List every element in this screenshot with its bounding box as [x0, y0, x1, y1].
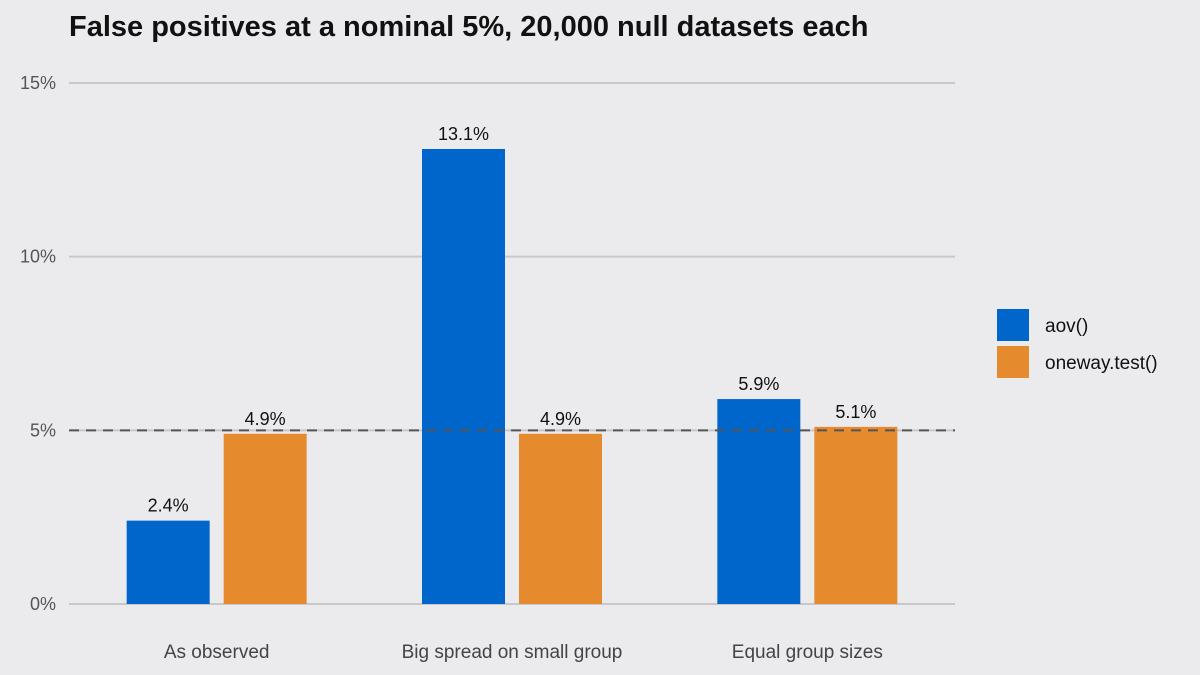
bar: [126, 520, 210, 604]
x-tick-label: Equal group sizes: [732, 642, 883, 663]
data-label: 13.1%: [438, 124, 489, 144]
bar: [814, 426, 898, 604]
x-axis: As observed Big spread on small group Equa…: [164, 642, 883, 663]
y-tick-label: 15%: [20, 73, 56, 93]
bar: [717, 399, 801, 604]
bar: [422, 148, 505, 604]
x-tick-label: As observed: [164, 642, 270, 663]
y-tick-label: 10%: [20, 247, 56, 267]
data-label: 5.1%: [835, 402, 876, 422]
data-label: 4.9%: [540, 409, 581, 429]
y-axis: 0% 5% 10% 15%: [20, 73, 56, 614]
chart-title: False positives at a nominal 5%, 20,000 …: [69, 11, 868, 43]
data-label: 2.4%: [148, 496, 189, 516]
data-label: 5.9%: [738, 374, 779, 394]
x-tick-label: Big spread on small group: [402, 642, 623, 663]
data-label: 4.9%: [245, 409, 286, 429]
legend-swatch: [997, 309, 1029, 341]
legend-swatch: [997, 346, 1029, 378]
bar: [223, 433, 307, 604]
y-tick-label: 0%: [30, 594, 56, 614]
legend: aov() oneway.test(): [997, 309, 1158, 378]
legend-label: oneway.test(): [1045, 353, 1158, 374]
bars: 2.4% 4.9% 13.1% 4.9% 5.9% 5.1%: [126, 124, 898, 604]
bar: [519, 433, 602, 604]
y-tick-label: 5%: [30, 420, 56, 440]
legend-label: aov(): [1045, 316, 1088, 337]
